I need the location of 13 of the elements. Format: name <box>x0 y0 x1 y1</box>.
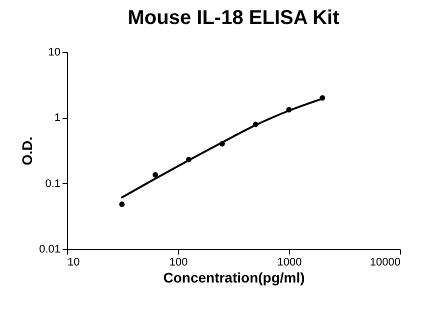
y-axis-title: O.D. <box>19 136 36 166</box>
x-axis-title: Concentration(pg/ml) <box>163 270 305 286</box>
x-tick-label: 100 <box>169 256 188 268</box>
y-tick-label: 0.01 <box>39 244 60 256</box>
x-tick-label: 1000 <box>277 256 302 268</box>
y-tick-label: 0.1 <box>45 178 60 190</box>
y-tick-label: 10 <box>48 46 60 58</box>
point <box>152 172 158 178</box>
x-tick-label: 10000 <box>370 256 400 268</box>
y-tick-label: 1 <box>54 112 60 124</box>
point <box>119 202 125 207</box>
chart-title: Mouse IL-18 ELISA Kit <box>128 7 340 29</box>
x-tick-label: 10 <box>68 256 80 268</box>
